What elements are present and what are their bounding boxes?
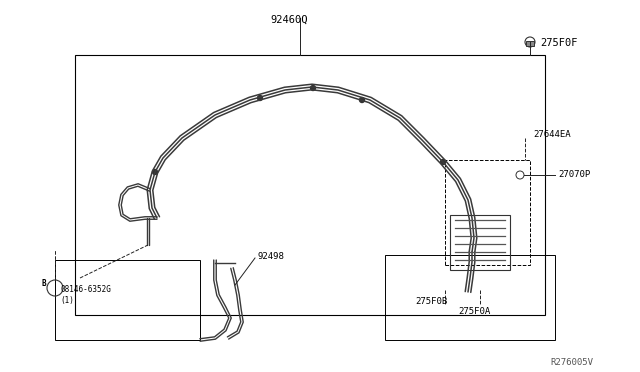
Text: 92460Q: 92460Q [270,15,307,25]
Text: 275F0A: 275F0A [458,307,490,316]
Bar [75,55,545,315]
Text: 92498: 92498 [258,252,285,261]
Circle shape [440,160,445,164]
Circle shape [152,170,157,174]
Circle shape [360,97,365,103]
Text: 275F0F: 275F0F [540,38,577,48]
Text: 27644EA: 27644EA [533,130,571,139]
Text: 27070P: 27070P [558,170,590,179]
Circle shape [257,96,262,100]
Bar [385,255,555,340]
Text: B: B [42,279,46,288]
Circle shape [310,86,316,90]
Bar [526,41,534,46]
Text: 08146-6352G: 08146-6352G [60,285,111,294]
Text: (1): (1) [60,296,74,305]
Text: 275F0B: 275F0B [415,297,447,306]
Bar [55,260,200,340]
Bar [445,160,530,265]
Text: R276005V: R276005V [550,358,593,367]
Bar [450,215,510,270]
